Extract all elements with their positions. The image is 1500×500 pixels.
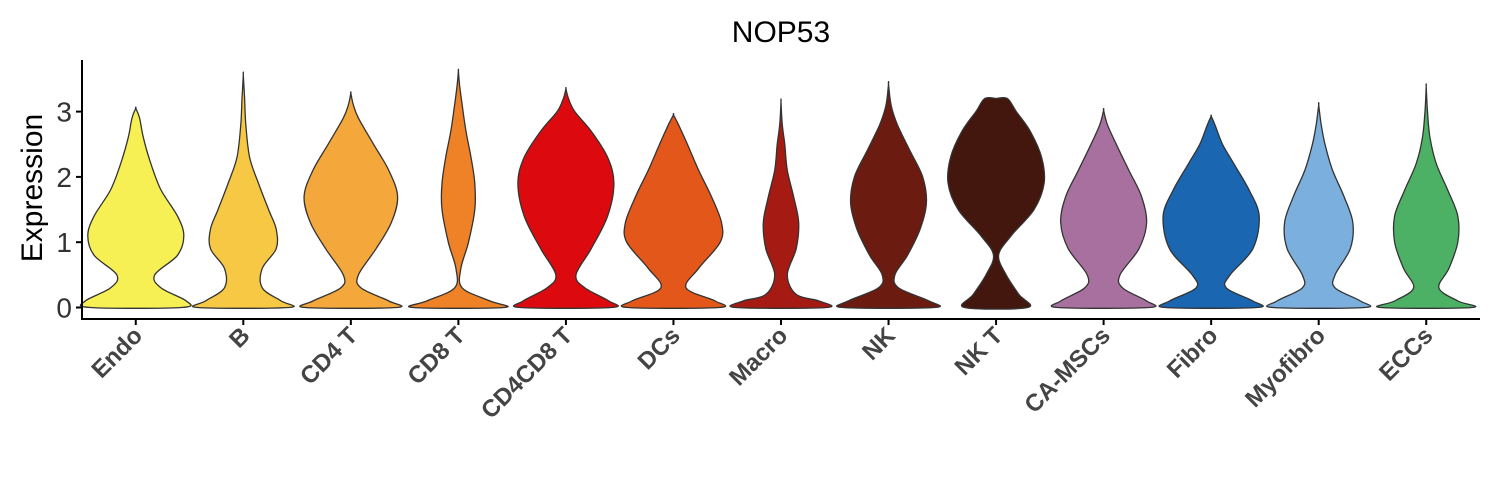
x-tick-label: DCs [633, 322, 686, 375]
x-tick-label: Myofibro [1240, 322, 1331, 413]
x-tick-label: NK [857, 322, 901, 366]
y-tick-label: 0 [56, 293, 72, 324]
violin-layer [79, 68, 1477, 310]
y-axis-ticks: 0 1 2 3 [56, 97, 82, 324]
x-tick-label: B [224, 322, 255, 353]
violin-nk [836, 80, 941, 309]
y-tick-label: 2 [56, 162, 72, 193]
y-tick-label: 1 [56, 227, 72, 258]
violin-cd8-t [407, 68, 509, 309]
violin-dcs [620, 112, 727, 309]
y-tick-label: 3 [56, 97, 72, 128]
violin-nk-t [946, 96, 1046, 310]
violin-myofibro [1266, 101, 1372, 309]
x-tick-label: NK T [950, 322, 1009, 381]
x-axis-ticks: Endo B CD4 T CD8 T CD4CD8 T DCs Macro NK NK T CA-… [86, 319, 1438, 424]
x-tick-label: ECCs [1374, 322, 1438, 386]
y-axis-label: Expression [16, 114, 49, 262]
violin-macro [729, 98, 833, 309]
violin-eccs [1376, 83, 1477, 309]
x-tick-label: Endo [86, 322, 148, 384]
x-tick-label: CD8 T [403, 322, 471, 390]
violin-b [191, 71, 295, 309]
x-tick-label: Fibro [1162, 322, 1224, 384]
violin-cd4cd8-t [512, 86, 619, 309]
x-tick-label: Macro [724, 322, 793, 391]
violin-ca-mscs [1050, 107, 1157, 309]
violin-endo [79, 106, 192, 309]
violin-cd4-t [299, 91, 403, 309]
x-tick-label: CA-MSCs [1019, 322, 1115, 418]
x-tick-label: CD4 T [295, 322, 363, 390]
chart-title: NOP53 [732, 16, 830, 49]
x-tick-label: CD4CD8 T [476, 322, 578, 424]
violin-fibro [1158, 114, 1264, 309]
